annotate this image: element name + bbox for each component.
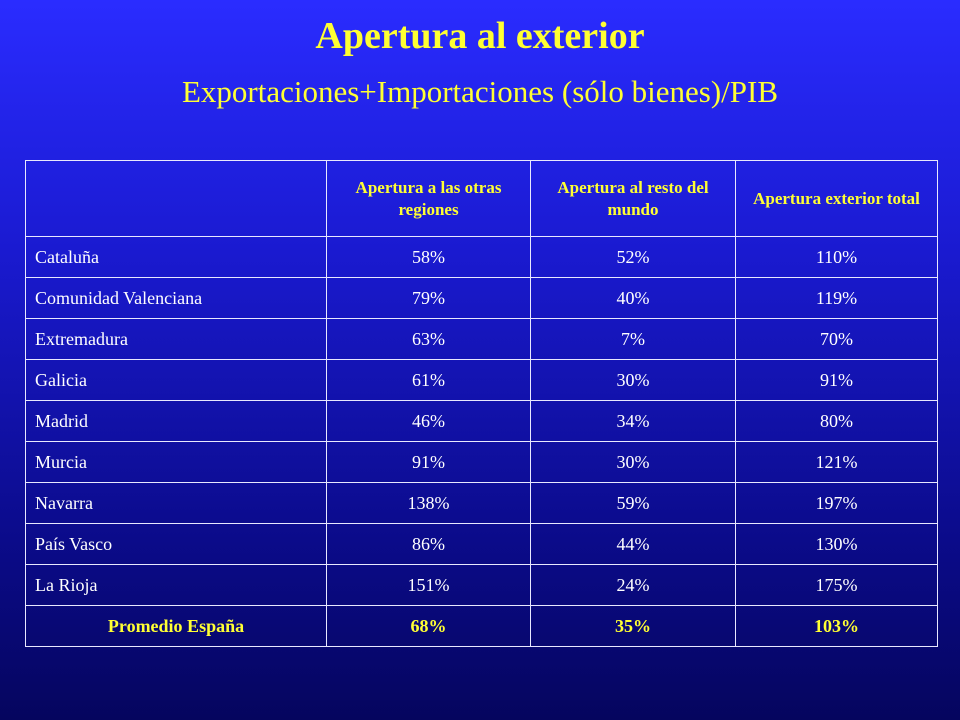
cell: 61% bbox=[326, 359, 531, 401]
row-label: Galicia bbox=[25, 359, 327, 401]
column-header: Apertura exterior total bbox=[735, 160, 938, 237]
cell: 91% bbox=[326, 441, 531, 483]
cell: 175% bbox=[735, 564, 938, 606]
footer-row: Promedio España 68% 35% 103% bbox=[25, 605, 938, 647]
cell: 91% bbox=[735, 359, 938, 401]
title: Apertura al exterior bbox=[315, 15, 645, 57]
table-row: Cataluña 58% 52% 110% bbox=[25, 236, 938, 278]
subtitle: Exportaciones+Importaciones (sólo bienes… bbox=[181, 74, 778, 109]
cell: 197% bbox=[735, 482, 938, 524]
row-label: Comunidad Valenciana bbox=[25, 277, 327, 319]
table-row: Murcia 91% 30% 121% bbox=[25, 441, 938, 483]
cell: 68% bbox=[326, 605, 531, 647]
cell: 119% bbox=[735, 277, 938, 319]
cell: 80% bbox=[735, 400, 938, 442]
cell: 121% bbox=[735, 441, 938, 483]
cell: 30% bbox=[530, 359, 736, 401]
cell: 70% bbox=[735, 318, 938, 360]
column-header: Apertura al resto del mundo bbox=[530, 160, 736, 237]
cell: 46% bbox=[326, 400, 531, 442]
data-table: Apertura a las otras regiones Apertura al… bbox=[25, 160, 938, 647]
table-body: Cataluña 58% 52% 110% Comunidad Valenciana 79… bbox=[25, 236, 938, 647]
cell: 138% bbox=[326, 482, 531, 524]
table-row: Comunidad Valenciana 79% 40% 119% bbox=[25, 277, 938, 319]
cell: 35% bbox=[530, 605, 736, 647]
cell: 86% bbox=[326, 523, 531, 565]
row-label: Murcia bbox=[25, 441, 327, 483]
cell: 59% bbox=[530, 482, 736, 524]
header-row: Apertura a las otras regiones Apertura al… bbox=[25, 160, 938, 237]
table-row: Madrid 46% 34% 80% bbox=[25, 400, 938, 442]
cell: 34% bbox=[530, 400, 736, 442]
table-row: País Vasco 86% 44% 130% bbox=[25, 523, 938, 565]
row-label: Extremadura bbox=[25, 318, 327, 360]
table-row: Galicia 61% 30% 91% bbox=[25, 359, 938, 401]
column-header: Apertura a las otras regiones bbox=[326, 160, 531, 237]
cell: 7% bbox=[530, 318, 736, 360]
cell: 79% bbox=[326, 277, 531, 319]
cell: 110% bbox=[735, 236, 938, 278]
row-label: Cataluña bbox=[25, 236, 327, 278]
row-label: Promedio España bbox=[25, 605, 327, 647]
row-label: La Rioja bbox=[25, 564, 327, 606]
row-label: Navarra bbox=[25, 482, 327, 524]
row-label: Madrid bbox=[25, 400, 327, 442]
cell: 24% bbox=[530, 564, 736, 606]
row-label: País Vasco bbox=[25, 523, 327, 565]
column-header bbox=[25, 160, 327, 237]
cell: 44% bbox=[530, 523, 736, 565]
table-row: Navarra 138% 59% 197% bbox=[25, 482, 938, 524]
cell: 58% bbox=[326, 236, 531, 278]
cell: 52% bbox=[530, 236, 736, 278]
cell: 30% bbox=[530, 441, 736, 483]
table-row: Extremadura 63% 7% 70% bbox=[25, 318, 938, 360]
cell: 130% bbox=[735, 523, 938, 565]
cell: 63% bbox=[326, 318, 531, 360]
cell: 103% bbox=[735, 605, 938, 647]
table-row: La Rioja 151% 24% 175% bbox=[25, 564, 938, 606]
cell: 151% bbox=[326, 564, 531, 606]
cell: 40% bbox=[530, 277, 736, 319]
